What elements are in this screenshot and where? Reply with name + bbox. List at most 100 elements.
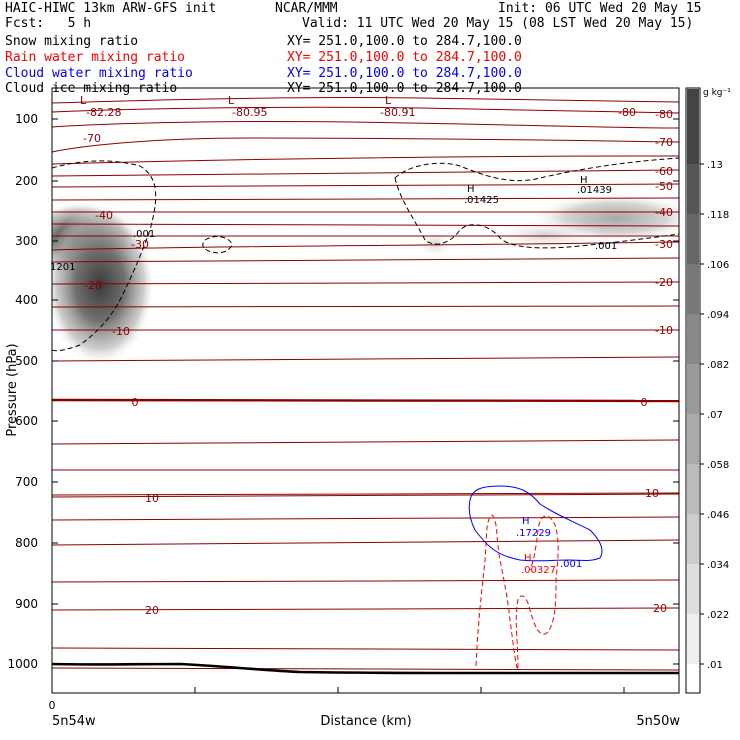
isotherm-20 xyxy=(52,607,679,611)
shade-left-core xyxy=(52,205,155,365)
isotherm-8 xyxy=(52,492,679,496)
field-name-rain: Rain water mixing ratio xyxy=(5,50,186,65)
low-centers: L -82.28 L -80.95 L -80.91 xyxy=(80,94,415,119)
isotherm-55 xyxy=(52,197,679,201)
isotherm-label: -10 xyxy=(655,324,673,337)
cloud-water-001-contour xyxy=(468,485,603,562)
isotherm-label: -20 xyxy=(84,279,102,292)
colorbar-swatch xyxy=(687,164,699,214)
field-name-cloud-water: Cloud water mixing ratio xyxy=(5,66,193,81)
valid-time: Valid: 11 UTC Wed 20 May 15 (08 LST Wed … xyxy=(302,16,694,31)
colorbar-label: .13 xyxy=(707,160,723,171)
high-marker: H xyxy=(467,184,475,195)
isotherm-10 xyxy=(52,356,679,362)
x-right-location: 5n50w xyxy=(636,714,680,729)
high-marker: H xyxy=(522,516,530,527)
isotherm-label: -80 xyxy=(618,106,636,119)
isotherm-24 xyxy=(52,647,679,651)
isotherm-label: -40 xyxy=(95,209,113,222)
isotherm-26 xyxy=(52,667,679,671)
isotherm-labels: -70 -40 -30 -20 -10 0 10 20 -80 -80 -70 … xyxy=(83,106,673,617)
isotherm-label: -20 xyxy=(655,276,673,289)
isotherm-30 xyxy=(52,257,679,263)
colorbar-swatch xyxy=(687,264,699,314)
isotherm-80b xyxy=(52,106,679,114)
isotherm-label: 10 xyxy=(145,492,159,505)
low-marker: L xyxy=(228,94,235,107)
snow-max-partial: 1201 xyxy=(50,262,75,273)
isotherm-25 xyxy=(52,281,679,285)
colorbar-swatch xyxy=(687,89,699,164)
cloud-water-contour-label: .001 xyxy=(560,559,582,570)
y-tick-label: 300 xyxy=(15,234,38,248)
colorbar-label: .094 xyxy=(707,310,729,321)
isotherm-label: -80 xyxy=(655,108,673,121)
isotherm-35 xyxy=(52,241,679,251)
colorbar-swatch xyxy=(687,364,699,414)
rain-labels: H .00327 xyxy=(521,553,556,576)
isotherm-20 xyxy=(52,305,679,308)
y-tick-label: 400 xyxy=(15,293,38,307)
rain-contour-1 xyxy=(475,514,519,671)
y-axis-labels: 100 200 300 400 500 600 700 800 900 1000 xyxy=(7,112,38,671)
isotherm-label: 0 xyxy=(132,396,139,409)
colorbar-swatch xyxy=(687,414,699,464)
colorbar-label: .118 xyxy=(707,210,729,221)
colorbar-label: .058 xyxy=(707,460,729,471)
low-value: -80.91 xyxy=(380,106,415,119)
isotherm-70 xyxy=(52,137,679,153)
x-start-label: 0 xyxy=(49,699,56,712)
colorbar-label: .07 xyxy=(707,410,723,421)
snow-contour-label: .001 xyxy=(595,241,617,252)
colorbar-label: .01 xyxy=(707,660,723,671)
y-axis-ticks xyxy=(52,118,679,665)
isotherm-label: 20 xyxy=(145,604,159,617)
y-tick-label: 100 xyxy=(15,112,38,126)
snow-max-label: .01439 xyxy=(577,185,612,196)
init-time: Init: 06 UTC Wed 20 May 15 xyxy=(498,1,702,16)
snow-contour-left xyxy=(52,160,157,352)
isotherm-60b xyxy=(52,183,679,188)
x-axis-title: Distance (km) xyxy=(320,714,411,729)
isotherm-label: -70 xyxy=(83,132,101,145)
rain-water-contours xyxy=(475,514,559,671)
snow-contours xyxy=(52,157,679,352)
cloud-water-max: .17229 xyxy=(516,528,551,539)
shade-mid-right xyxy=(485,219,605,251)
colorbar-swatch xyxy=(687,664,699,692)
isotherm-label: -30 xyxy=(131,238,149,251)
snow-max-label: .01425 xyxy=(464,195,499,206)
snow-contour-label: .001 xyxy=(133,229,155,240)
snow-contour-right-top xyxy=(394,157,679,182)
high-marker: H xyxy=(524,553,532,564)
colorbar-label: .022 xyxy=(707,610,729,621)
colorbar-swatch xyxy=(687,314,699,364)
colorbar: g kg⁻¹ .13 .118 .106 .094 .082 .07 .058 … xyxy=(685,87,731,694)
colorbar-unit: g kg⁻¹ xyxy=(703,88,731,98)
field-xy-cloud-water: XY= 251.0,100.0 to 284.7,100.0 xyxy=(287,66,522,81)
snow-contour-small xyxy=(202,236,233,254)
low-marker: L xyxy=(385,94,392,107)
isotherm-0 xyxy=(52,398,679,403)
y-tick-label: 200 xyxy=(15,174,38,188)
isotherm-label: 0 xyxy=(641,396,648,409)
cloud-water-labels: H .17229 .001 xyxy=(516,516,582,570)
y-tick-label: 800 xyxy=(15,536,38,550)
y-tick-label: 600 xyxy=(15,414,38,428)
y-tick-label: 700 xyxy=(15,475,38,489)
snow-labels: .001 H .01439 H .01425 .001 1201 xyxy=(50,175,617,273)
colorbar-swatch xyxy=(687,214,699,264)
y-tick-label: 900 xyxy=(15,597,38,611)
field-name-snow: Snow mixing ratio xyxy=(5,34,139,49)
isotherm-75 xyxy=(52,120,679,129)
isotherm-12 xyxy=(52,516,679,521)
y-axis-title: Pressure (hPa) xyxy=(5,343,20,436)
colorbar-label: .106 xyxy=(707,260,729,271)
ice-shading xyxy=(52,193,679,365)
isotherm-label: 10 xyxy=(645,487,659,500)
isotherm-65 xyxy=(52,155,679,165)
isotherm-80a xyxy=(52,96,679,104)
colorbar-swatch xyxy=(687,464,699,514)
isotherms xyxy=(52,96,679,671)
